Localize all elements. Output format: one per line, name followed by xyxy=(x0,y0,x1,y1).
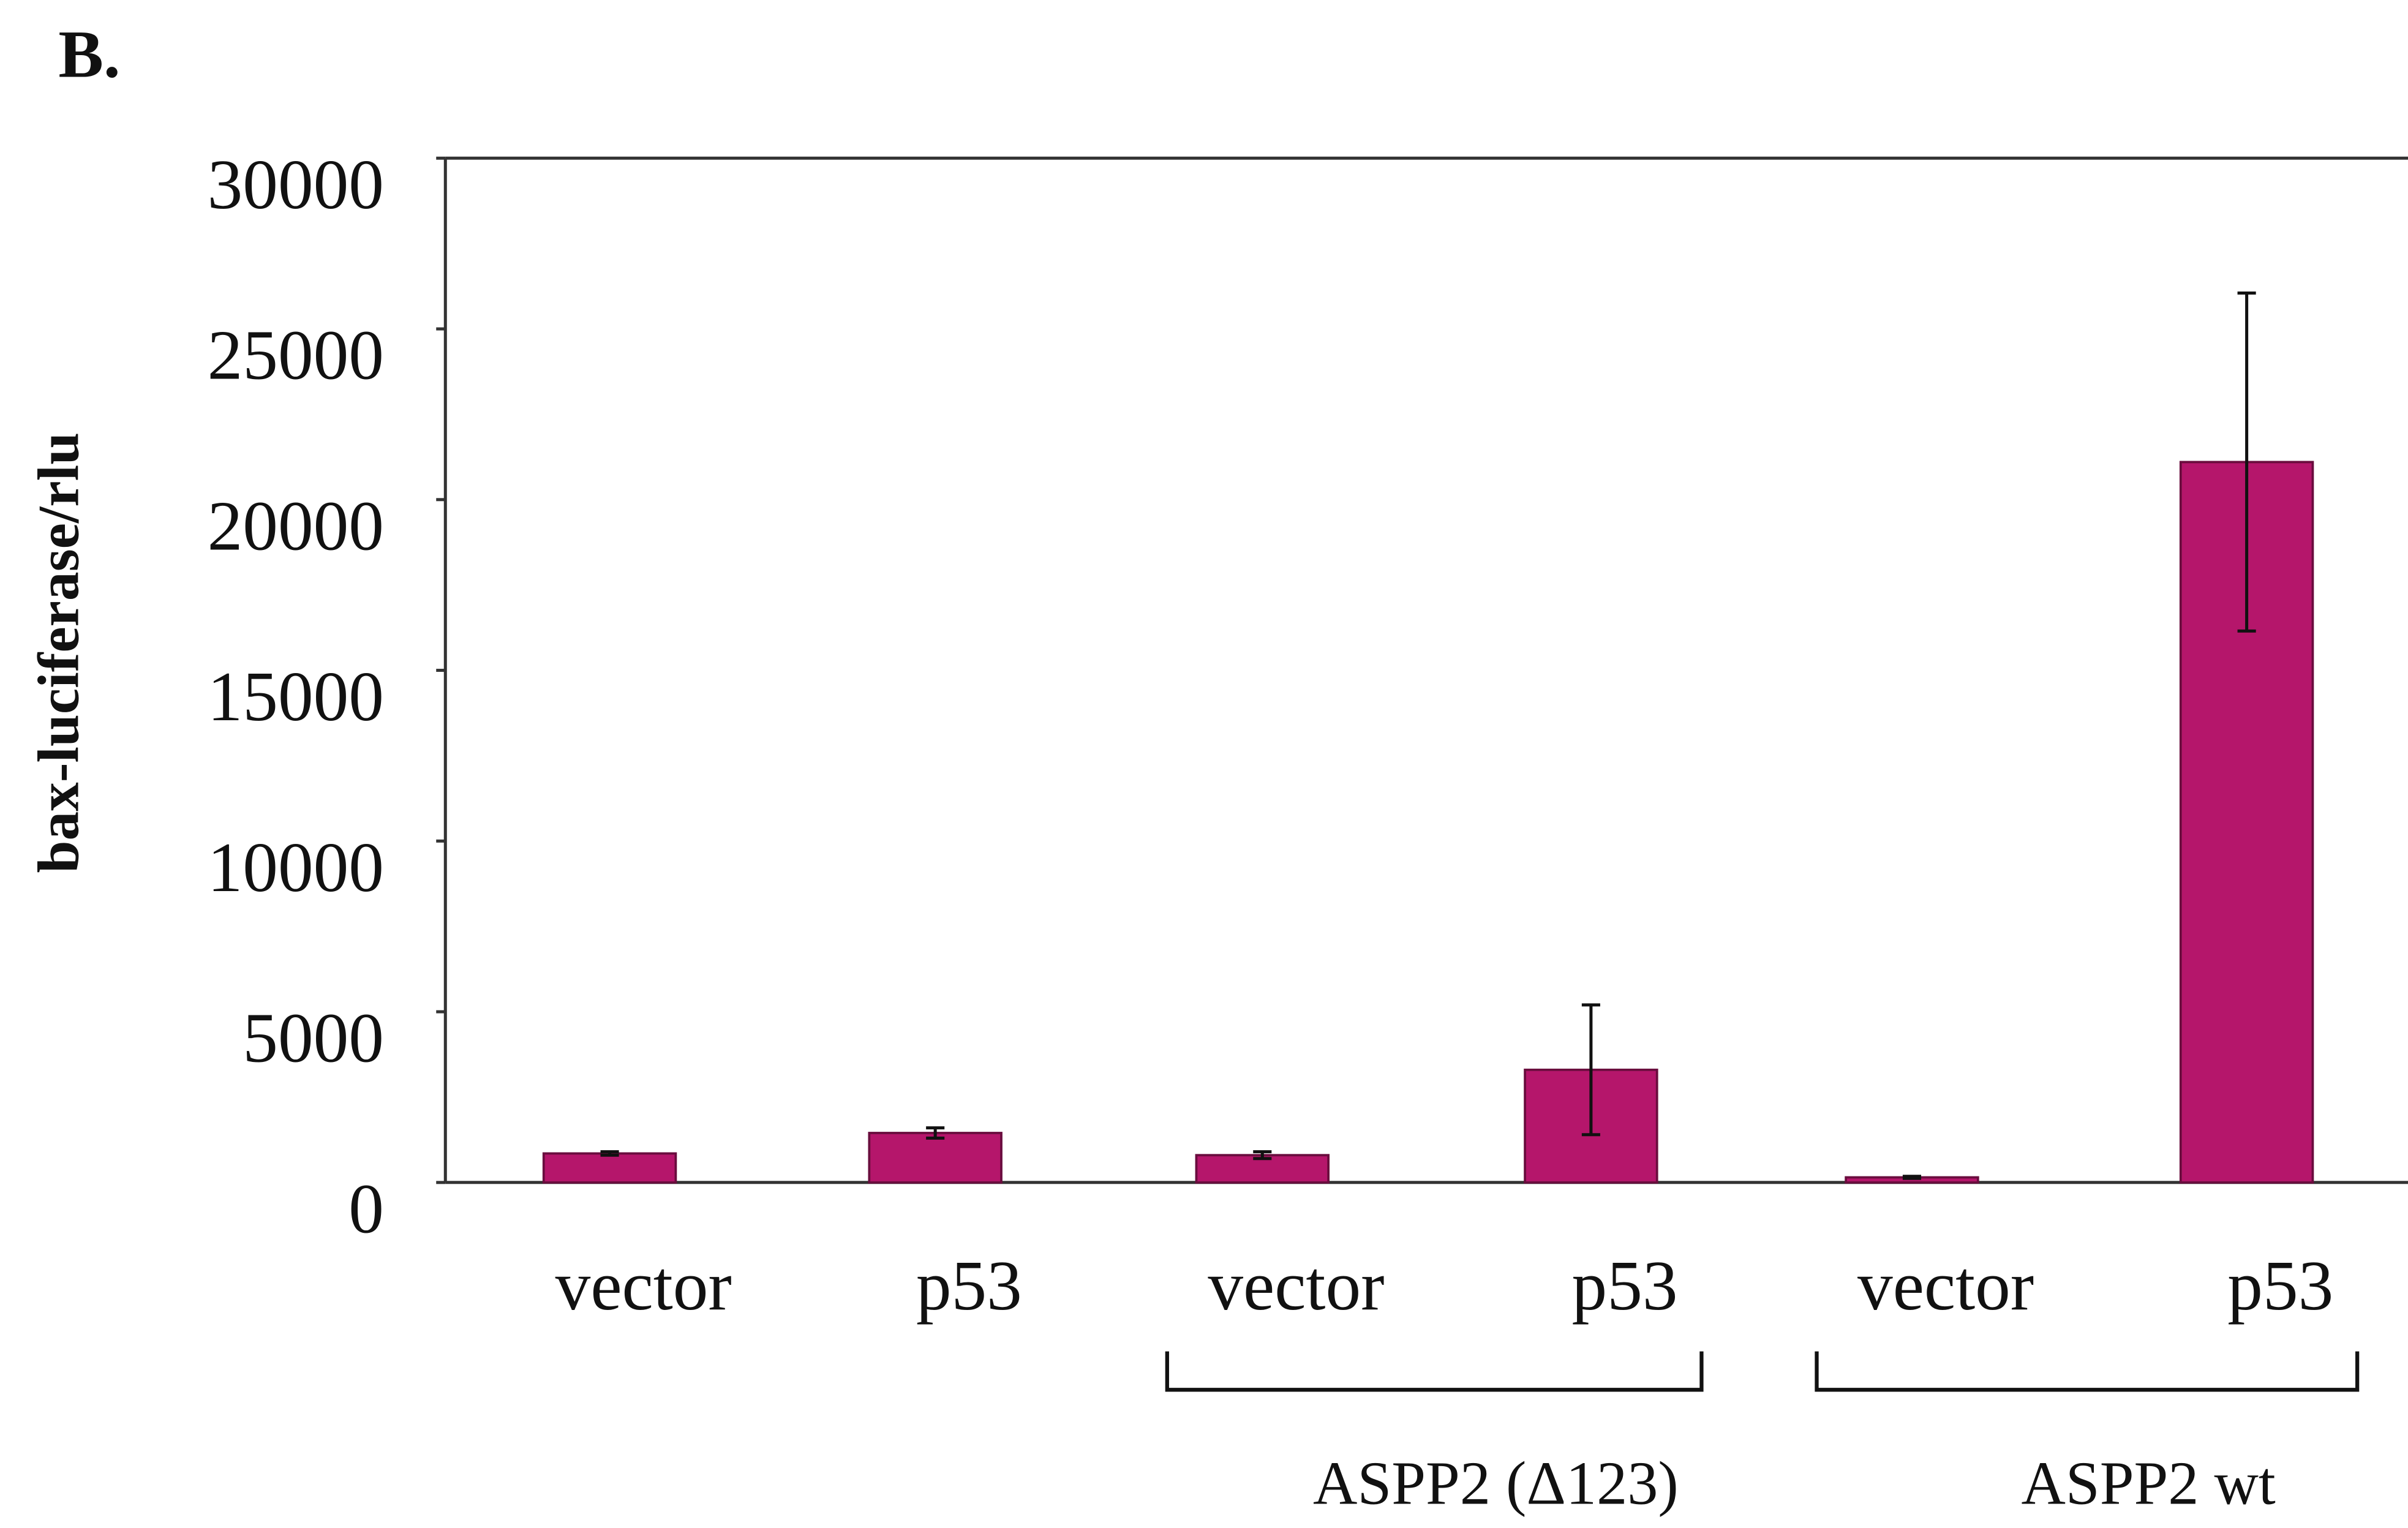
panel-label: B. xyxy=(58,17,120,92)
bar xyxy=(542,1152,677,1184)
x-tick-label: vector xyxy=(1857,1246,2034,1325)
x-tick-label: vector xyxy=(555,1246,732,1325)
x-tick-label: p53 xyxy=(2227,1246,2333,1325)
x-tick-label: p53 xyxy=(916,1246,1022,1325)
y-tick-label: 20000 xyxy=(208,486,384,565)
y-tick-label: 5000 xyxy=(243,999,384,1077)
y-tick-label: 25000 xyxy=(208,316,384,394)
x-tick-label: p53 xyxy=(1572,1246,1678,1325)
y-tick-label: 30000 xyxy=(208,145,384,224)
group-bracket xyxy=(1165,1351,1704,1392)
y-tick-label: 10000 xyxy=(208,828,384,906)
error-bar xyxy=(2237,291,2256,633)
y-axis-label: bax-luciferase/rlu xyxy=(26,432,91,873)
y-tick-label: 15000 xyxy=(208,657,384,736)
bar xyxy=(868,1132,1003,1184)
bar xyxy=(1195,1154,1330,1184)
error-bar xyxy=(1902,1175,1922,1180)
error-bar xyxy=(926,1126,945,1140)
error-bar xyxy=(600,1150,619,1157)
group-label: ASPP2 wt xyxy=(2021,1449,2275,1517)
group-bracket xyxy=(1815,1351,2360,1392)
x-tick-label: vector xyxy=(1208,1246,1384,1325)
y-tick-label: 0 xyxy=(348,1169,384,1248)
group-label: ASPP2 (Δ123) xyxy=(1313,1449,1679,1517)
error-bar xyxy=(1581,1003,1600,1137)
error-bar xyxy=(1253,1150,1272,1161)
